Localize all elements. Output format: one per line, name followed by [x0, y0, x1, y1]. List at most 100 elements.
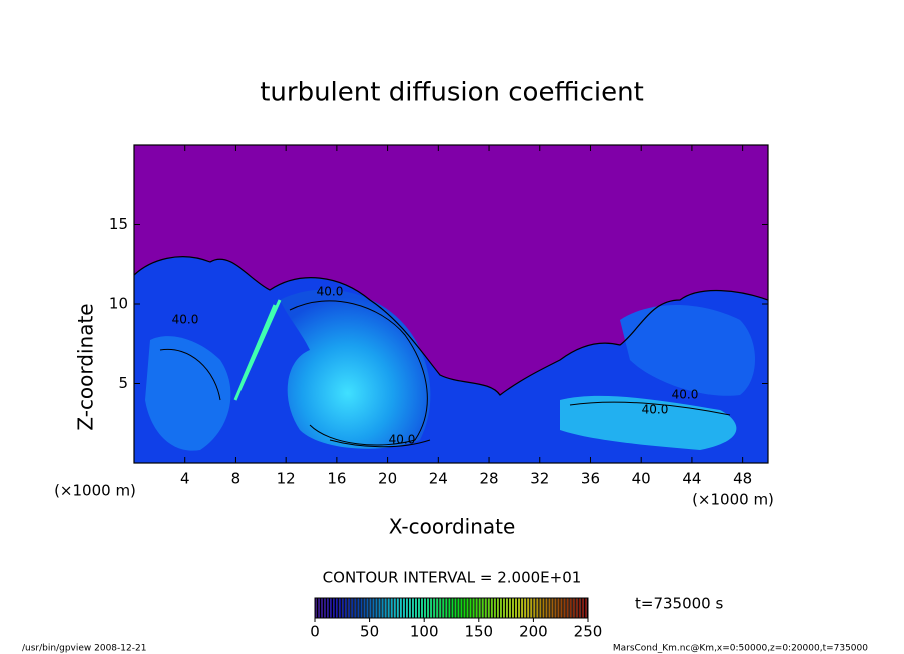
colorbar-cell — [409, 598, 411, 618]
colorbar-gap — [453, 598, 455, 618]
contour-interval: CONTOUR INTERVAL = 2.000E+01 — [323, 569, 582, 587]
colorbar-cell — [336, 598, 339, 618]
colorbar-cell — [412, 598, 414, 618]
colorbar-cell — [342, 598, 345, 618]
colorbar-cell — [366, 598, 369, 618]
colorbar-gap — [429, 598, 431, 618]
colorbar-cell — [345, 598, 348, 618]
colorbar-cell — [575, 598, 578, 618]
colorbar-gap — [441, 598, 443, 618]
colorbar-gap — [523, 598, 525, 618]
colorbar-cell — [454, 598, 457, 618]
colorbar-cell — [348, 598, 351, 618]
left-region — [145, 336, 231, 451]
footer-left: /usr/bin/gpview 2008-12-21 — [22, 644, 146, 654]
colorbar-cell — [524, 598, 527, 618]
colorbar-gap — [504, 598, 507, 618]
colorbar-gap — [398, 598, 400, 618]
x-tick-label: 20 — [378, 470, 397, 488]
colorbar-gap — [344, 598, 346, 618]
y-axis-label: Z-coordinate — [74, 303, 98, 430]
colorbar-gap — [507, 598, 510, 618]
colorbar-gap — [474, 598, 476, 618]
colorbar-cell — [415, 598, 417, 618]
colorbar-gap — [356, 598, 358, 618]
colorbar-cell — [363, 598, 366, 618]
colorbar-gap — [489, 598, 491, 618]
colorbar-cell — [333, 598, 336, 618]
y-tick-label: 15 — [109, 215, 128, 233]
colorbar-cell — [527, 598, 530, 618]
y-tick-label: 5 — [118, 374, 128, 392]
colorbar-cell — [500, 598, 502, 618]
colorbar-cell — [315, 598, 317, 618]
colorbar-gap — [444, 598, 446, 618]
colorbar — [315, 598, 588, 618]
colorbar-cell — [321, 598, 323, 618]
colorbar-cell — [339, 598, 342, 618]
y-unit-label: (×1000 m) — [54, 482, 136, 500]
colorbar-gap — [322, 598, 325, 618]
colorbar-gap — [510, 598, 513, 618]
colorbar-gap — [541, 598, 543, 618]
colorbar-gap — [328, 598, 331, 618]
colorbar-tick-label: 250 — [574, 623, 603, 641]
colorbar-gap — [353, 598, 355, 618]
colorbar-gap — [495, 598, 497, 618]
colorbar-cell — [536, 598, 539, 618]
colorbar-cell — [497, 598, 499, 618]
colorbar-gap — [365, 598, 367, 618]
vortex — [280, 289, 431, 449]
colorbar-gap — [362, 598, 364, 618]
x-tick-label: 44 — [682, 470, 701, 488]
colorbar-gap — [520, 598, 522, 618]
colorbar-cell — [530, 598, 533, 618]
colorbar-cell — [460, 598, 463, 618]
colorbar-cell — [451, 598, 454, 618]
colorbar-gap — [438, 598, 440, 618]
colorbar-gap — [395, 598, 397, 618]
colorbar-gap — [574, 598, 576, 618]
colorbar-gap — [422, 598, 425, 618]
colorbar-cell — [351, 598, 354, 618]
colorbar-gap — [316, 598, 319, 618]
colorbar-cell — [472, 598, 475, 618]
colorbar-cell — [487, 598, 490, 618]
colorbar-gap — [359, 598, 361, 618]
colorbar-cell — [433, 598, 436, 618]
colorbar-cell — [481, 598, 484, 618]
colorbar-gap — [538, 598, 540, 618]
colorbar-tick-label: 50 — [360, 623, 379, 641]
colorbar-gap — [331, 598, 334, 618]
colorbar-gap — [419, 598, 422, 618]
colorbar-gap — [586, 598, 588, 618]
colorbar-cell — [539, 598, 542, 618]
contour-line — [159, 300, 731, 448]
colorbar-gap — [556, 598, 558, 618]
colorbar-cell — [584, 598, 587, 618]
colorbar-gap — [380, 598, 382, 618]
colorbar-cell — [554, 598, 557, 618]
chart-title: turbulent diffusion coefficient — [260, 78, 644, 108]
colorbar-gap — [389, 598, 391, 618]
colorbar-gap — [404, 598, 406, 618]
colorbar-cell — [436, 598, 439, 618]
colorbar-gap — [426, 598, 428, 618]
colorbar-tick-label: 150 — [464, 623, 493, 641]
colorbar-cell — [430, 598, 433, 618]
colorbar-cell — [318, 598, 320, 618]
contour-label: 40.0 — [672, 388, 699, 402]
colorbar-gap — [319, 598, 322, 618]
colorbar-cell — [572, 598, 575, 618]
colorbar-cell — [384, 598, 387, 618]
colorbar-cell — [545, 598, 548, 618]
x-tick-label: 16 — [327, 470, 346, 488]
colorbar-cell — [548, 598, 551, 618]
contour-label: 40.0 — [317, 285, 344, 299]
colorbar-cell — [551, 598, 554, 618]
colorbar-cell — [566, 598, 569, 618]
colorbar-gap — [486, 598, 488, 618]
right-region — [560, 395, 737, 450]
colorbar-cell — [469, 598, 472, 618]
